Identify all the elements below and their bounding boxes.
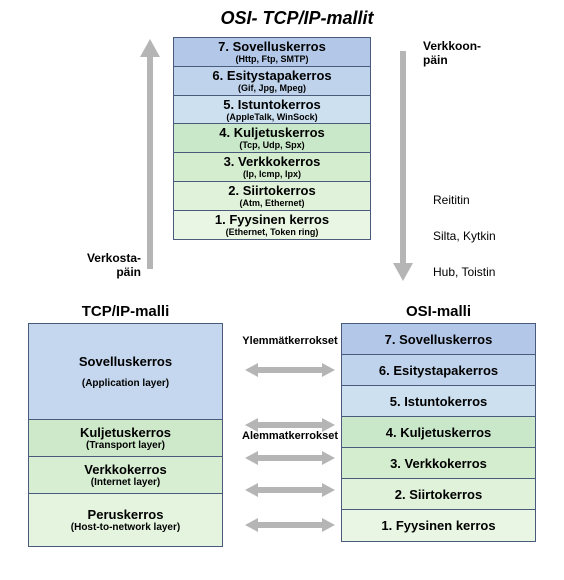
- layer-title: 5. Istuntokerros: [180, 98, 364, 113]
- osi-layer: 5. Istuntokerros: [342, 386, 535, 417]
- layer-title: Kuljetuskerros: [29, 425, 222, 440]
- tcp-title: TCP/IP-malli: [28, 303, 223, 320]
- label-silta: Silta, Kytkin: [433, 229, 496, 243]
- layer-title: 2. Siirtokerros: [180, 184, 364, 199]
- layer-protocols: (Tcp, Udp, Spx): [180, 141, 364, 151]
- label-verkosta: Verkosta-päin: [83, 251, 141, 280]
- layer-protocols: (Gif, Jpg, Mpeg): [180, 84, 364, 94]
- osi-layer: 2. Siirtokerros(Atm, Ethernet): [174, 182, 370, 211]
- layer-protocols: (Atm, Ethernet): [180, 199, 364, 209]
- tcp-layer: Verkkokerros(Internet layer): [29, 457, 222, 494]
- tcp-layer: Sovelluskerros (Application layer): [29, 324, 222, 420]
- layer-protocols: (Ip, Icmp, Ipx): [180, 170, 364, 180]
- layer-title: 6. Esitystapakerros: [180, 69, 364, 84]
- layer-title: Sovelluskerros: [29, 354, 222, 369]
- tcp-stack: Sovelluskerros (Application layer) Kuljetu…: [28, 323, 223, 547]
- label-reititin: Reititin: [433, 193, 470, 207]
- layer-title: Peruskerros: [29, 507, 222, 522]
- osi-7layer-stack: 7. Sovelluskerros(Http, Ftp, SMTP)6. Esi…: [173, 37, 371, 240]
- label-hub: Hub, Toistin: [433, 265, 495, 279]
- layer-title: Verkkokerros: [29, 462, 222, 477]
- bidirectional-arrow-icon: [245, 451, 335, 465]
- osi-column: OSI-malli 7. Sovelluskerros6. Esitystapa…: [341, 303, 536, 542]
- bidirectional-arrow-icon: [245, 518, 335, 532]
- osi-layer: 6. Esitystapakerros: [342, 355, 535, 386]
- layer-title: 4. Kuljetuskerros: [180, 126, 364, 141]
- bidirectional-arrow-icon: [245, 483, 335, 497]
- layer-subtitle: (Transport layer): [29, 441, 222, 451]
- osi-layer: 3. Verkkokerros: [342, 448, 535, 479]
- tcp-ip-column: TCP/IP-malli Sovelluskerros (Application …: [28, 303, 223, 547]
- layer-subtitle: (Internet layer): [29, 478, 222, 488]
- tcp-layer: Kuljetuskerros(Transport layer): [29, 420, 222, 457]
- page-title: OSI- TCP/IP-mallit: [8, 8, 556, 29]
- bidirectional-arrow-icon: [245, 418, 335, 432]
- bidirectional-arrow-icon: [245, 363, 335, 377]
- tcp-layer: Peruskerros(Host-to-network layer): [29, 494, 222, 546]
- osi-layer: 4. Kuljetuskerros(Tcp, Udp, Spx): [174, 124, 370, 153]
- layer-title: 7. Sovelluskerros: [180, 40, 364, 55]
- osi-bottom-stack: 7. Sovelluskerros6. Esitystapakerros5. I…: [341, 323, 536, 542]
- layer-title: 3. Verkkokerros: [180, 155, 364, 170]
- layer-protocols: (AppleTalk, WinSock): [180, 113, 364, 123]
- osi-layer: 4. Kuljetuskerros: [342, 417, 535, 448]
- layer-protocols: (Ethernet, Token ring): [180, 228, 364, 238]
- arrow-down-icon: [393, 51, 413, 281]
- osi-layer: 1. Fyysinen kerros: [342, 510, 535, 541]
- arrow-up-icon: [140, 39, 160, 269]
- bottom-comparison: TCP/IP-malli Sovelluskerros (Application …: [8, 303, 556, 563]
- osi-layer: 5. Istuntokerros(AppleTalk, WinSock): [174, 96, 370, 125]
- osi-layer: 7. Sovelluskerros: [342, 324, 535, 355]
- layer-title: 1. Fyysinen kerros: [180, 213, 364, 228]
- osi-layer: 3. Verkkokerros(Ip, Icmp, Ipx): [174, 153, 370, 182]
- osi-layer: 7. Sovelluskerros(Http, Ftp, SMTP): [174, 38, 370, 67]
- top-osi-diagram: 7. Sovelluskerros(Http, Ftp, SMTP)6. Esi…: [8, 35, 556, 287]
- label-ylemmat: Ylemmätkerrokset: [225, 335, 355, 347]
- osi-layer: 2. Siirtokerros: [342, 479, 535, 510]
- osi-title: OSI-malli: [341, 303, 536, 320]
- layer-subtitle: (Application layer): [29, 379, 222, 389]
- layer-protocols: (Http, Ftp, SMTP): [180, 55, 364, 65]
- layer-subtitle: (Host-to-network layer): [29, 523, 222, 533]
- osi-layer: 6. Esitystapakerros(Gif, Jpg, Mpeg): [174, 67, 370, 96]
- osi-layer: 1. Fyysinen kerros(Ethernet, Token ring): [174, 211, 370, 239]
- label-verkkoon: Verkkoon-päin: [423, 39, 481, 68]
